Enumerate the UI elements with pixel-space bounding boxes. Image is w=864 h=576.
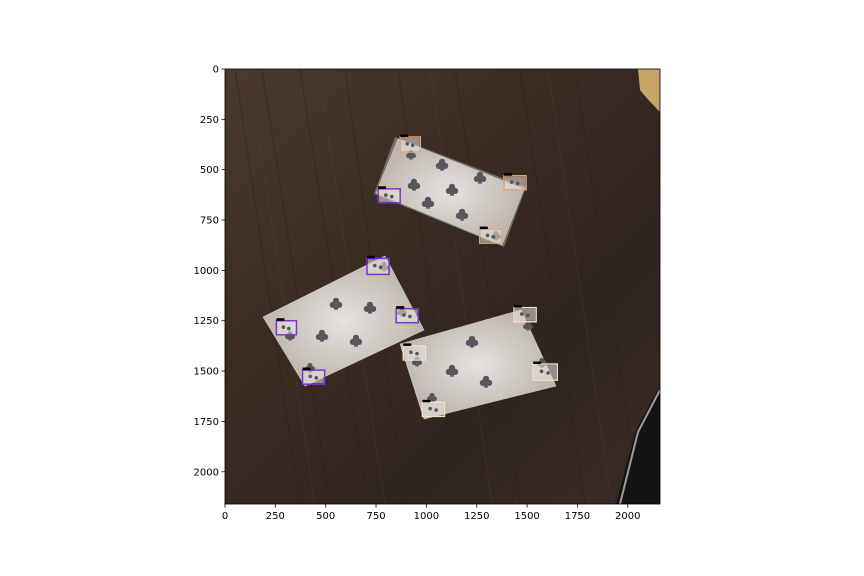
corner-index-icon [509,180,520,186]
corner-index-icon [281,325,291,331]
corner-index-icon [384,193,394,199]
detection-box [532,361,558,381]
detection-box [399,134,422,153]
x-tick-label: 500 [316,511,335,522]
detection-box [479,226,503,244]
corner-index-icon [405,141,415,148]
y-tick-label: 1000 [194,266,219,277]
plot-frame [224,68,661,505]
corner-index-icon [409,350,419,356]
corner-index-icon [539,369,550,375]
x-tick-label: 1750 [565,511,590,522]
corner-highlight [638,69,660,112]
detection-box [503,173,527,191]
detection-box [275,318,298,336]
detection-box [513,305,537,323]
detection-box [377,186,401,204]
x-tick-label: 250 [266,511,285,522]
corner-index-icon [308,374,319,380]
x-tick-label: 1250 [464,511,489,522]
x-tick-label: 750 [366,511,385,522]
card-left [262,255,425,387]
corner-index-icon [428,406,438,412]
x-tick-label: 1000 [414,511,439,522]
corner-index-icon [519,312,530,318]
detection-box [395,306,420,324]
y-tick-label: 1500 [194,367,219,378]
x-tick-label: 1500 [514,511,539,522]
y-tick-label: 500 [200,165,219,176]
corner-index-icon [485,233,496,239]
x-axis: 0 250 500 750 1000 1250 1500 1750 2000 [222,504,641,522]
y-tick-label: 1750 [194,417,219,428]
y-tick-label: 2000 [194,467,219,478]
corner-index-icon [402,313,412,319]
detection-box [301,367,326,385]
y-tick-label: 1250 [194,316,219,327]
y-axis: 0 250 500 750 1000 1250 1500 1750 2000 [194,65,225,478]
card-top [374,137,526,247]
detection-box [366,255,390,276]
photo [225,69,660,504]
detection-box [421,399,446,418]
y-tick-label: 750 [200,216,219,227]
x-tick-label: 0 [222,511,228,522]
detection-box [402,343,427,361]
y-tick-label: 0 [213,65,219,76]
corner-index-icon [372,263,383,269]
right-edge-object-rim [619,389,660,504]
card-right [399,309,557,420]
detection-boxes [275,134,558,418]
y-tick-label: 250 [200,115,219,126]
table-surface [225,69,660,504]
x-tick-label: 2000 [615,511,640,522]
